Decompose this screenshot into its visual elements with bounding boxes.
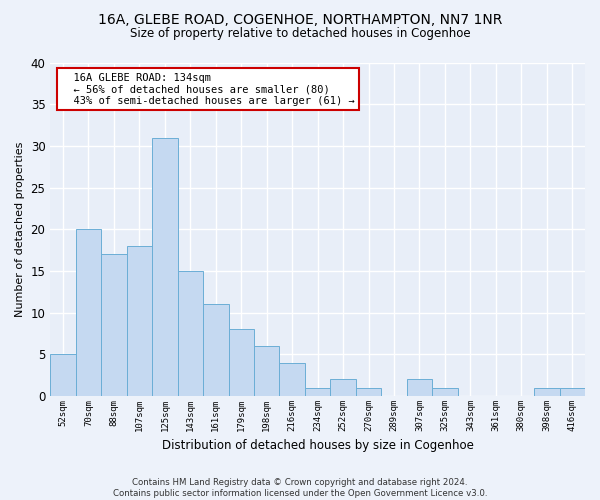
Bar xyxy=(178,271,203,396)
Bar xyxy=(280,363,305,396)
Bar xyxy=(50,354,76,396)
Text: Size of property relative to detached houses in Cogenhoe: Size of property relative to detached ho… xyxy=(130,28,470,40)
Bar xyxy=(356,388,382,396)
Text: Contains HM Land Registry data © Crown copyright and database right 2024.
Contai: Contains HM Land Registry data © Crown c… xyxy=(113,478,487,498)
Bar xyxy=(203,304,229,396)
Bar xyxy=(101,254,127,396)
Bar xyxy=(432,388,458,396)
Bar xyxy=(407,380,432,396)
Bar xyxy=(560,388,585,396)
Text: 16A, GLEBE ROAD, COGENHOE, NORTHAMPTON, NN7 1NR: 16A, GLEBE ROAD, COGENHOE, NORTHAMPTON, … xyxy=(98,12,502,26)
Bar xyxy=(229,330,254,396)
Bar xyxy=(152,138,178,396)
Bar xyxy=(305,388,331,396)
Bar xyxy=(127,246,152,396)
Bar xyxy=(76,230,101,396)
X-axis label: Distribution of detached houses by size in Cogenhoe: Distribution of detached houses by size … xyxy=(162,440,473,452)
Bar xyxy=(254,346,280,396)
Bar xyxy=(534,388,560,396)
Bar xyxy=(331,380,356,396)
Y-axis label: Number of detached properties: Number of detached properties xyxy=(15,142,25,317)
Text: 16A GLEBE ROAD: 134sqm
  ← 56% of detached houses are smaller (80)
  43% of semi: 16A GLEBE ROAD: 134sqm ← 56% of detached… xyxy=(61,72,355,106)
